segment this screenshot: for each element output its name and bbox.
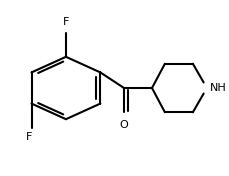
Text: F: F — [63, 17, 69, 27]
Text: O: O — [120, 120, 128, 130]
Text: NH: NH — [210, 83, 226, 93]
Text: F: F — [26, 132, 33, 142]
